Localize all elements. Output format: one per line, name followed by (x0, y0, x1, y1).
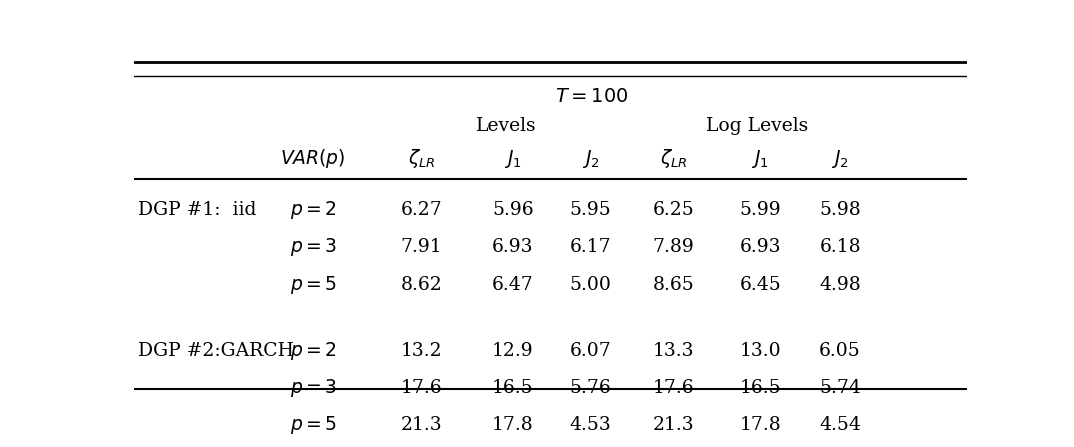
Text: 6.45: 6.45 (739, 276, 781, 294)
Text: $\zeta_{LR}$: $\zeta_{LR}$ (408, 147, 435, 170)
Text: DGP #1:  iid: DGP #1: iid (139, 201, 257, 219)
Text: 6.17: 6.17 (569, 238, 611, 257)
Text: 5.96: 5.96 (492, 201, 534, 219)
Text: 21.3: 21.3 (653, 416, 695, 434)
Text: 13.3: 13.3 (653, 342, 695, 360)
Text: $p = 3$: $p = 3$ (290, 377, 337, 399)
Text: 6.25: 6.25 (653, 201, 695, 219)
Text: 6.93: 6.93 (492, 238, 534, 257)
Text: $J_1$: $J_1$ (752, 148, 769, 169)
Text: $J_1$: $J_1$ (504, 148, 522, 169)
Text: 17.8: 17.8 (739, 416, 781, 434)
Text: 5.00: 5.00 (569, 276, 611, 294)
Text: 5.98: 5.98 (819, 201, 861, 219)
Text: 4.53: 4.53 (569, 416, 611, 434)
Text: 7.91: 7.91 (401, 238, 442, 257)
Text: $\zeta_{LR}$: $\zeta_{LR}$ (659, 147, 687, 170)
Text: 6.93: 6.93 (739, 238, 781, 257)
Text: $p = 2$: $p = 2$ (290, 199, 336, 221)
Text: Levels: Levels (476, 117, 536, 135)
Text: 21.3: 21.3 (401, 416, 442, 434)
Text: 13.2: 13.2 (401, 342, 442, 360)
Text: 5.99: 5.99 (739, 201, 781, 219)
Text: $T = 100$: $T = 100$ (555, 88, 629, 105)
Text: 13.0: 13.0 (739, 342, 781, 360)
Text: 5.95: 5.95 (569, 201, 611, 219)
Text: 16.5: 16.5 (492, 379, 534, 397)
Text: $p = 3$: $p = 3$ (290, 236, 337, 258)
Text: 8.65: 8.65 (653, 276, 695, 294)
Text: 5.76: 5.76 (569, 379, 611, 397)
Text: 5.74: 5.74 (819, 379, 861, 397)
Text: 6.27: 6.27 (401, 201, 442, 219)
Text: 12.9: 12.9 (492, 342, 534, 360)
Text: 6.05: 6.05 (819, 342, 861, 360)
Text: $VAR(p)$: $VAR(p)$ (280, 147, 346, 170)
Text: 6.47: 6.47 (492, 276, 534, 294)
Text: Log Levels: Log Levels (706, 117, 808, 135)
Text: 7.89: 7.89 (653, 238, 695, 257)
Text: 8.62: 8.62 (401, 276, 442, 294)
Text: 17.6: 17.6 (653, 379, 695, 397)
Text: $p = 5$: $p = 5$ (290, 274, 337, 295)
Text: $J_2$: $J_2$ (581, 148, 599, 169)
Text: 17.8: 17.8 (492, 416, 534, 434)
Text: 6.07: 6.07 (569, 342, 611, 360)
Text: 4.98: 4.98 (819, 276, 861, 294)
Text: $J_2$: $J_2$ (831, 148, 848, 169)
Text: $p = 5$: $p = 5$ (290, 414, 337, 436)
Text: 16.5: 16.5 (739, 379, 781, 397)
Text: 6.18: 6.18 (819, 238, 861, 257)
Text: 17.6: 17.6 (401, 379, 442, 397)
Text: 4.54: 4.54 (819, 416, 861, 434)
Text: DGP #2:GARCH: DGP #2:GARCH (139, 342, 294, 360)
Text: $p = 2$: $p = 2$ (290, 340, 336, 362)
